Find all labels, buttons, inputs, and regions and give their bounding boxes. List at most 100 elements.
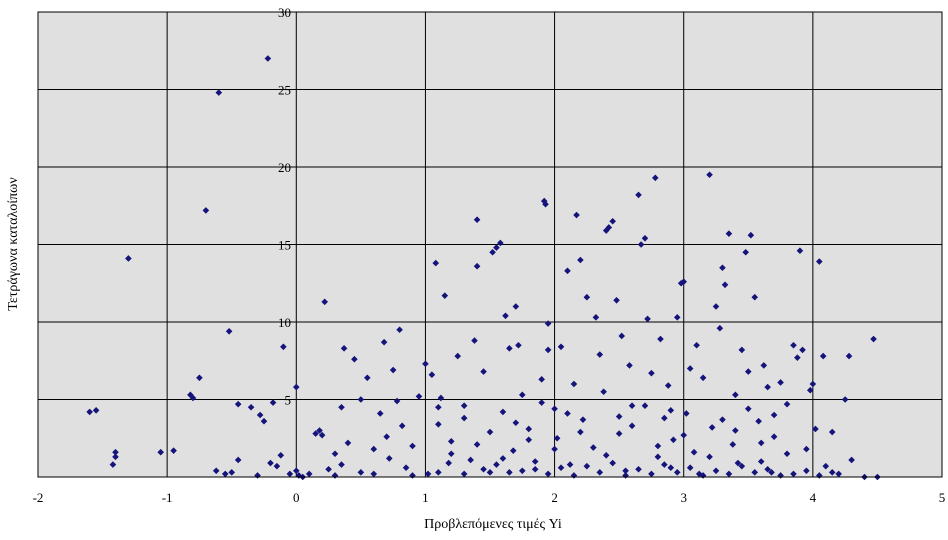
- data-point: [783, 450, 791, 458]
- data-point: [538, 399, 545, 406]
- data-point: [338, 461, 345, 468]
- data-point: [579, 416, 587, 423]
- data-point: [708, 424, 716, 431]
- data-point: [809, 380, 817, 388]
- data-point: [828, 469, 836, 476]
- data-point: [755, 417, 762, 425]
- data-point: [489, 248, 496, 256]
- data-point: [768, 469, 775, 476]
- data-point: [551, 405, 558, 413]
- data-point: [269, 399, 277, 406]
- data-point: [435, 421, 442, 428]
- data-point: [544, 346, 552, 354]
- data-point: [312, 430, 319, 437]
- data-point: [648, 369, 655, 377]
- data-point: [187, 391, 194, 399]
- data-point: [686, 464, 694, 471]
- data-point: [628, 422, 636, 430]
- data-point: [609, 459, 616, 467]
- data-point: [870, 335, 877, 343]
- data-point: [225, 328, 233, 335]
- data-point: [742, 248, 750, 256]
- y-axis-label: Τετράγωνα καταλοίπων: [6, 177, 21, 310]
- data-point: [486, 428, 494, 436]
- data-point: [680, 431, 688, 439]
- data-point: [370, 470, 378, 478]
- data-point: [260, 417, 268, 425]
- data-point: [215, 89, 223, 96]
- y-tick-label: 15: [278, 238, 291, 253]
- data-point: [305, 470, 313, 478]
- data-point: [719, 416, 726, 423]
- data-point: [626, 362, 633, 369]
- data-point: [531, 458, 539, 465]
- y-tick-label: 20: [278, 160, 291, 175]
- data-point: [551, 445, 558, 453]
- data-point: [747, 231, 755, 239]
- data-point: [228, 469, 236, 476]
- data-point: [725, 470, 733, 478]
- data-point: [542, 200, 549, 208]
- data-point: [460, 470, 468, 478]
- data-point: [835, 470, 842, 478]
- data-point: [794, 354, 801, 361]
- data-point: [816, 258, 823, 265]
- x-axis-label: Προβλεπόμενες τιμές Yi: [424, 517, 562, 532]
- data-point: [803, 467, 810, 475]
- data-point: [751, 469, 759, 476]
- data-point: [828, 428, 836, 436]
- data-point: [280, 343, 287, 351]
- data-point: [706, 453, 713, 461]
- data-point: [719, 264, 726, 272]
- data-point: [757, 439, 765, 447]
- data-point: [570, 380, 578, 388]
- data-point: [635, 191, 642, 199]
- data-point: [398, 422, 406, 430]
- data-point: [480, 368, 487, 375]
- data-point: [654, 442, 662, 450]
- data-point: [806, 386, 814, 394]
- data-point: [385, 455, 393, 462]
- data-point: [673, 314, 681, 321]
- data-point: [734, 459, 742, 467]
- data-point: [525, 425, 533, 433]
- data-point: [680, 278, 688, 285]
- data-point: [764, 383, 771, 391]
- data-point: [286, 470, 294, 478]
- data-point: [790, 341, 797, 349]
- data-point: [686, 365, 694, 372]
- data-point: [531, 465, 539, 473]
- data-point: [432, 259, 440, 267]
- data-point: [583, 293, 591, 301]
- data-point: [695, 470, 703, 478]
- data-point: [760, 362, 768, 369]
- data-point: [256, 411, 264, 419]
- data-point: [389, 366, 397, 374]
- data-point: [790, 470, 797, 478]
- data-point: [751, 293, 759, 301]
- data-point: [424, 470, 432, 478]
- data-point: [292, 467, 300, 475]
- data-point: [648, 470, 655, 478]
- data-point: [592, 314, 600, 321]
- data-point: [602, 452, 610, 459]
- data-point: [848, 456, 855, 464]
- data-point: [92, 407, 100, 414]
- data-point: [506, 345, 513, 352]
- data-point: [796, 247, 804, 254]
- y-tick-label: 30: [278, 5, 291, 20]
- data-point: [764, 465, 771, 473]
- data-point: [845, 352, 853, 360]
- data-point: [721, 281, 729, 289]
- data-point: [652, 174, 659, 182]
- data-point: [437, 394, 445, 402]
- x-tick-label: 5: [939, 490, 946, 505]
- data-point: [221, 470, 229, 478]
- data-point: [473, 441, 481, 448]
- data-point: [544, 320, 552, 327]
- data-point: [247, 403, 255, 411]
- data-point: [732, 427, 739, 434]
- data-point: [321, 298, 328, 306]
- data-point: [445, 459, 452, 467]
- data-point: [819, 352, 827, 360]
